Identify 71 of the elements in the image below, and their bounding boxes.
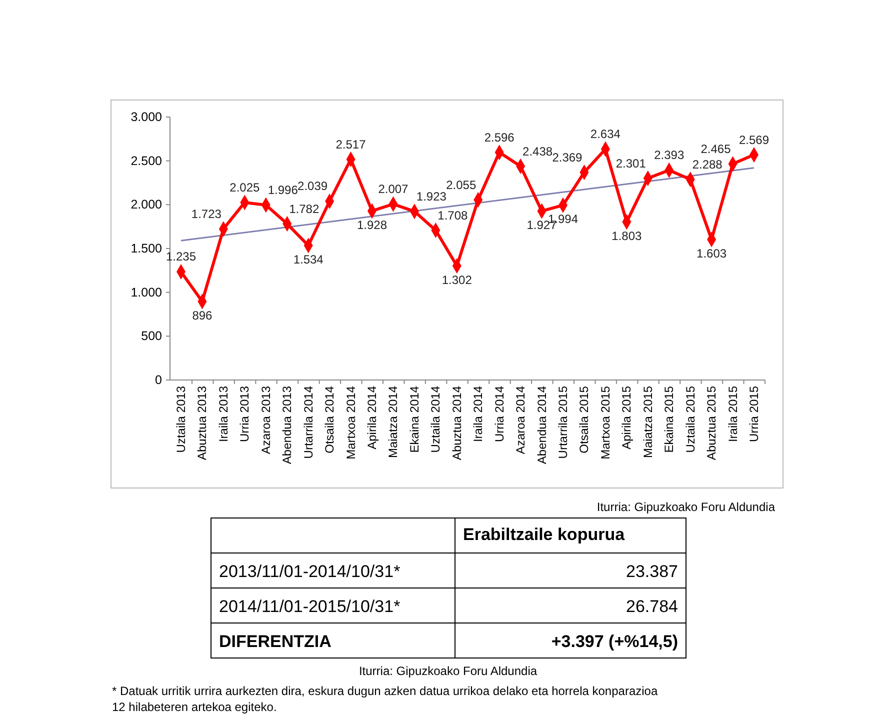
text: 23.387 <box>626 562 678 581</box>
y-tick-label: 500 <box>141 329 162 344</box>
data-label: 1.782 <box>289 202 320 216</box>
x-tick-label: Urria 2014 <box>492 386 506 442</box>
x-tick-label: Otsaila 2015 <box>577 386 592 454</box>
data-label: 2.301 <box>616 156 646 170</box>
x-tick-label: Maiatza 2014 <box>386 386 400 458</box>
y-tick-label: 3.000 <box>130 110 162 124</box>
text: 26.784 <box>626 597 678 616</box>
x-tick-label: Abendua 2013 <box>280 386 294 464</box>
x-tick-label: Azaroa 2013 <box>258 386 273 454</box>
data-label: 1.723 <box>191 206 222 221</box>
x-tick-label: Uztaila 2014 <box>428 386 443 453</box>
x-tick-label: Iraila 2015 <box>726 386 740 442</box>
x-tick-label: Martxoa 2015 <box>598 386 612 460</box>
y-tick-label: 1.500 <box>130 242 162 256</box>
x-tick-label: Martxoa 2014 <box>344 386 358 460</box>
x-tick-label: Ekaina 2015 <box>662 386 676 453</box>
data-label: 1.923 <box>416 189 447 204</box>
data-label: 2.055 <box>446 178 476 192</box>
text: Iturria: Gipuzkoako Foru Aldundia <box>596 500 776 514</box>
data-label: 1.603 <box>696 246 727 260</box>
x-tick-label: Abendua 2014 <box>534 386 549 464</box>
y-tick-label: 2.500 <box>130 154 162 168</box>
x-tick-label: Ekaina 2014 <box>407 386 422 453</box>
text: DIFERENTZIA <box>219 632 332 651</box>
y-tick-label: 1.000 <box>130 285 162 300</box>
data-label: 1.708 <box>438 208 468 222</box>
x-tick-label: Urria 2013 <box>238 386 252 442</box>
data-label: 2.007 <box>378 182 409 196</box>
data-label: 2.039 <box>298 179 328 194</box>
x-tick-label: Abuztua 2013 <box>195 386 210 460</box>
x-tick-label: Urtarrila 2014 <box>301 386 316 459</box>
x-tick-label: Otsaila 2014 <box>322 386 337 454</box>
x-tick-label: Abuztua 2014 <box>450 386 464 460</box>
data-label: 2.465 <box>700 142 732 156</box>
data-label: 2.369 <box>552 150 583 164</box>
text: Iturria: Gipuzkoako Foru Aldundia <box>358 664 538 678</box>
x-tick-label: Urria 2015 <box>747 386 761 442</box>
text: Erabiltzaile kopurua <box>463 525 626 544</box>
y-tick-label: 2.000 <box>130 198 162 212</box>
text: * Datuak urritik urrira aurkezten dira, eskura dugun azken datua urrikoa delako eta horrela konparazioa 12 hilabeteren artekoa egiteko. <box>112 684 658 714</box>
data-label: 1.302 <box>442 272 472 287</box>
x-tick-label: Apirila 2014 <box>365 386 379 450</box>
data-label: 1.928 <box>356 218 388 232</box>
data-label: 2.596 <box>484 130 515 144</box>
x-tick-label: Azaroa 2014 <box>514 386 528 454</box>
data-label: 1.996 <box>268 183 298 198</box>
text: 2014/11/01-2015/10/31* <box>219 597 401 616</box>
text: 2013/11/01-2014/10/31* <box>219 562 401 581</box>
x-tick-label: Uztaila 2015 <box>683 386 698 453</box>
x-tick-label: Urtarrila 2015 <box>556 386 570 459</box>
text: +3.397 (+%14,5) <box>551 632 678 651</box>
data-label: 2.438 <box>522 144 553 158</box>
data-label: 2.288 <box>692 157 723 172</box>
x-tick-label: Iraila 2013 <box>216 386 230 442</box>
data-label: 1.803 <box>612 228 642 243</box>
data-label: 1.534 <box>293 252 324 267</box>
x-tick-label: Abuztua 2015 <box>704 386 719 460</box>
data-label: 2.569 <box>738 132 770 147</box>
x-tick-label: Iraila 2014 <box>471 386 486 442</box>
data-label: 896 <box>192 308 213 322</box>
x-tick-label: Apirila 2015 <box>620 386 634 450</box>
x-tick-label: Uztaila 2013 <box>174 386 188 453</box>
data-label: 1.235 <box>166 250 196 264</box>
data-label: 2.634 <box>590 127 621 142</box>
x-tick-label: Maiatza 2015 <box>640 386 655 458</box>
data-label: 2.393 <box>654 148 684 162</box>
data-label: 2.025 <box>230 180 260 194</box>
y-tick-label: 0 <box>155 373 162 387</box>
data-label: 2.517 <box>336 137 366 152</box>
